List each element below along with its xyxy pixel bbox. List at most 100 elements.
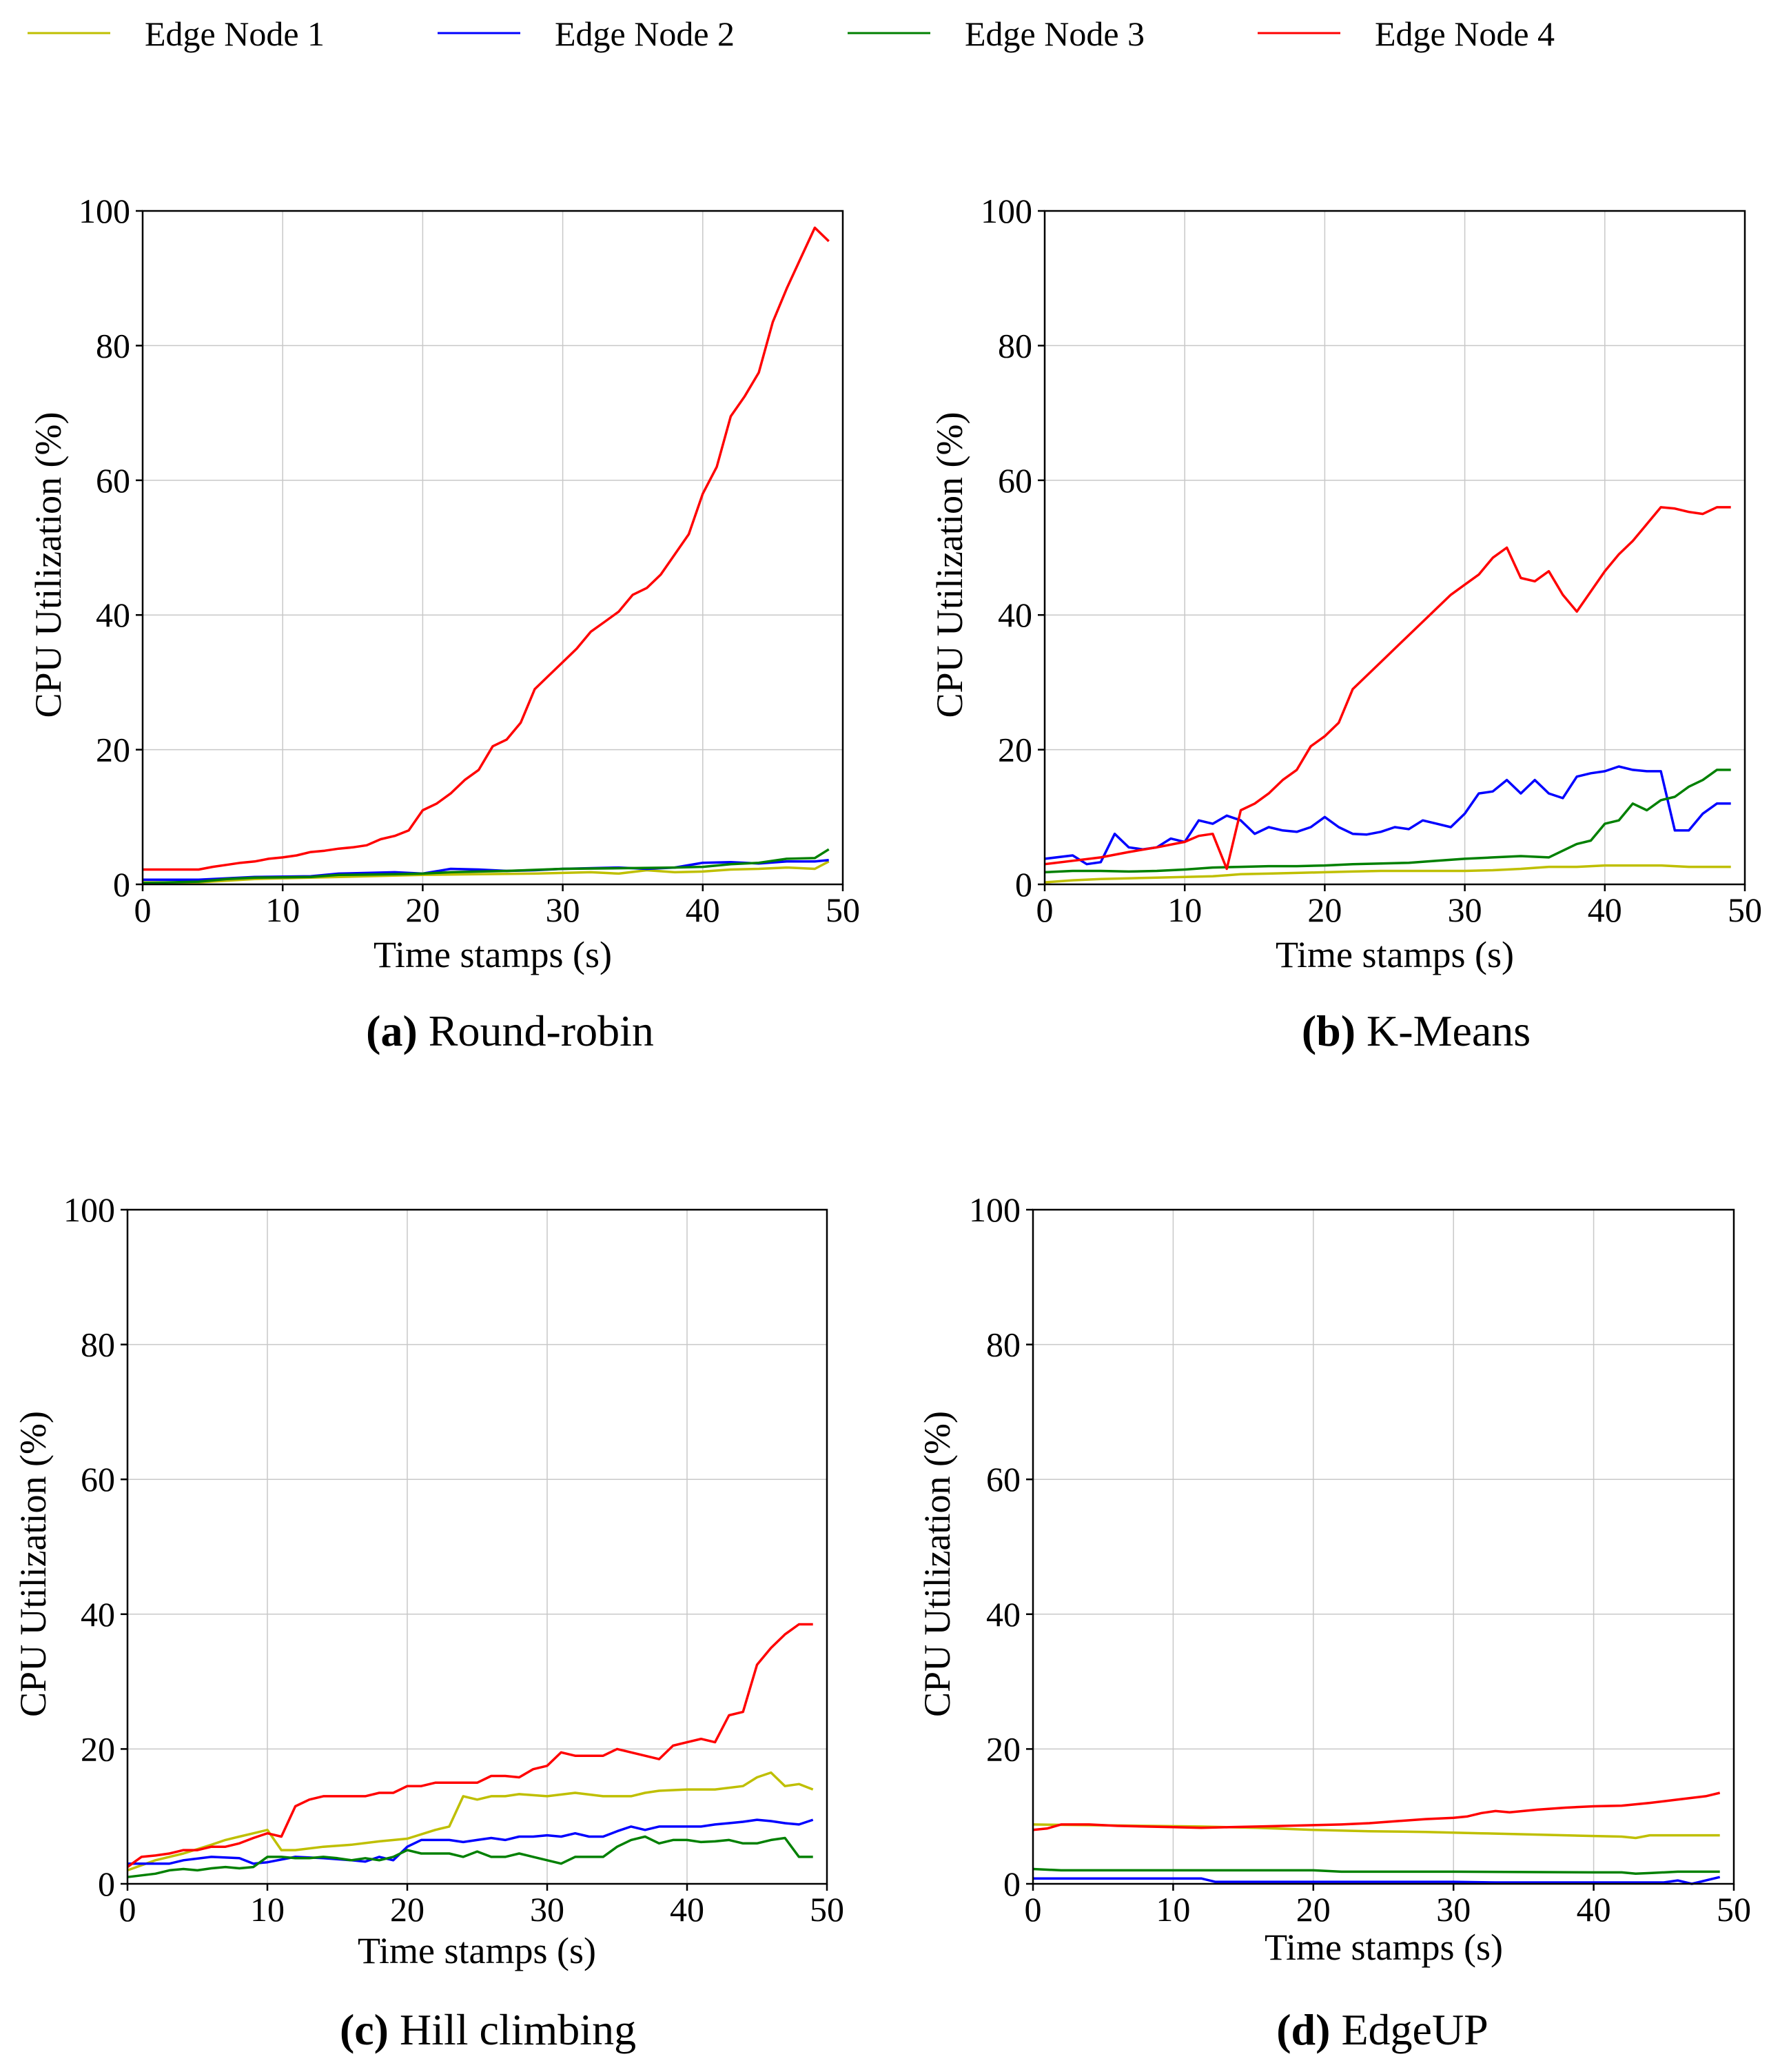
panel-caption-letter: (c): [340, 2005, 389, 2054]
legend-label: Edge Node 4: [1375, 14, 1555, 53]
y-tick-label: 80: [81, 1326, 115, 1364]
legend-label: Edge Node 1: [145, 14, 325, 53]
series-line-edge-node-4: [126, 1623, 813, 1869]
x-tick-label: 0: [119, 1890, 136, 1929]
panel-caption-letter: (a): [366, 1006, 418, 1055]
panel-caption-text: Hill climbing: [389, 2005, 636, 2054]
plot-area: [127, 1210, 827, 1884]
x-tick-label: 40: [670, 1890, 704, 1929]
series-group: [126, 1623, 814, 1878]
x-tick-label: 10: [1167, 891, 1202, 929]
plot-frame: [126, 1208, 828, 1885]
y-tick-label: 40: [986, 1595, 1021, 1634]
x-tick-label: 10: [1156, 1890, 1190, 1929]
series-group: [1044, 506, 1731, 884]
plot-frame: [141, 210, 844, 886]
y-axis-label: CPU Utilization (%): [28, 412, 69, 718]
y-axis-label: CPU Utilization (%): [12, 1411, 54, 1717]
x-tick-label: 0: [1025, 1890, 1042, 1929]
y-tick-label: 60: [998, 461, 1032, 500]
y-tick-label: 40: [81, 1595, 115, 1634]
y-tick-label: 20: [998, 731, 1032, 769]
legend: Edge Node 1 Edge Node 2 Edge Node 3 Edge No…: [28, 14, 1555, 53]
series-line-edge-node-3: [1044, 769, 1731, 874]
plot-frame: [1032, 1208, 1735, 1885]
series-group: [142, 226, 830, 884]
panel-caption: (a) Round-robin: [366, 1006, 654, 1055]
y-axis-label: CPU Utilization (%): [929, 412, 970, 718]
series-line-edge-node-4: [1044, 506, 1731, 871]
x-tick-label: 50: [1728, 891, 1762, 929]
plot-area: [143, 211, 843, 884]
x-tick-label: 0: [134, 891, 152, 929]
x-tick-label: 40: [686, 891, 720, 929]
y-axis-label: CPU Utilization (%): [917, 1411, 958, 1717]
gridlines: [1045, 211, 1745, 884]
series-line-edge-node-3: [1032, 1867, 1720, 1876]
y-tick-label: 40: [96, 596, 130, 634]
panel-caption-text: EdgeUP: [1330, 2005, 1488, 2054]
chart-panel-a: 0 20 40 60 80 100 0 10 20 30 40 50 Time stamps (s) CP…: [28, 192, 860, 1055]
y-tick-label: 100: [981, 192, 1032, 230]
y-tick-label: 80: [986, 1326, 1021, 1364]
x-tick-label: 10: [265, 891, 300, 929]
y-tick-label: 100: [969, 1190, 1021, 1229]
plot-area: [1033, 1210, 1734, 1884]
x-tick-label: 20: [405, 891, 440, 929]
x-tick-label: 40: [1588, 891, 1622, 929]
y-tick-label: 0: [98, 1865, 115, 1903]
x-tick-label: 50: [1717, 1890, 1751, 1929]
plot-frame: [1043, 210, 1746, 886]
y-tick-label: 60: [81, 1460, 115, 1499]
y-tick-label: 80: [96, 326, 130, 365]
x-tick-label: 20: [390, 1890, 424, 1929]
y-tick-label: 60: [96, 461, 130, 500]
legend-item: Edge Node 4: [1258, 14, 1555, 53]
y-tick-label: 0: [1003, 1865, 1021, 1903]
panel-caption-text: K-Means: [1356, 1006, 1531, 1055]
panel-caption-text: Round-robin: [418, 1006, 654, 1055]
chart-panel-c: 0 20 40 60 80 100 0 10 20 30 40 50 Time stamps (s) CP…: [12, 1190, 844, 2054]
y-tick-label: 0: [1015, 865, 1032, 904]
chart-panel-d: 0 20 40 60 80 100 0 10 20 30 40 50 Time stamps (s) CP…: [917, 1190, 1751, 2054]
series-line-edge-node-3: [142, 848, 830, 884]
ticks: 0 20 40 60 80 100 0 10 20 30 40 50: [969, 1190, 1751, 1929]
ticks: 0 20 40 60 80 100 0 10 20 30 40 50: [981, 192, 1762, 929]
x-tick-label: 40: [1577, 1890, 1611, 1929]
y-tick-label: 20: [96, 731, 130, 769]
x-tick-label: 20: [1307, 891, 1342, 929]
x-tick-label: 30: [1448, 891, 1482, 929]
panel-caption: (c) Hill climbing: [340, 2005, 636, 2054]
gridlines: [1033, 1210, 1734, 1884]
y-tick-label: 20: [81, 1729, 115, 1768]
series-line-edge-node-2: [127, 1818, 814, 1865]
y-tick-label: 0: [113, 865, 130, 904]
x-tick-label: 30: [530, 1890, 564, 1929]
series-line-edge-node-1: [1044, 864, 1731, 884]
x-tick-label: 30: [1436, 1890, 1471, 1929]
y-tick-label: 40: [998, 596, 1032, 634]
x-tick-label: 50: [826, 891, 860, 929]
x-axis-label: Time stamps (s): [374, 934, 612, 975]
x-tick-label: 10: [250, 1890, 285, 1929]
gridlines: [143, 211, 843, 884]
chart-panel-b: 0 20 40 60 80 100 0 10 20 30 40 50 Time stamps (s) CP…: [929, 192, 1762, 1055]
series-line-edge-node-2: [1033, 1876, 1721, 1885]
series-line-edge-node-3: [127, 1835, 813, 1878]
ticks: 0 20 40 60 80 100 0 10 20 30 40 50: [79, 192, 860, 929]
series-group: [1032, 1791, 1721, 1885]
plot-area: [1045, 211, 1745, 884]
y-tick-label: 100: [63, 1190, 115, 1229]
series-line-edge-node-4: [1032, 1791, 1721, 1831]
x-tick-label: 50: [810, 1890, 844, 1929]
x-tick-label: 30: [546, 891, 580, 929]
x-tick-label: 0: [1036, 891, 1054, 929]
legend-item: Edge Node 3: [848, 14, 1145, 53]
legend-item: Edge Node 2: [438, 14, 735, 53]
panel-caption: (d) EdgeUP: [1276, 2005, 1489, 2054]
y-tick-label: 100: [79, 192, 130, 230]
gridlines: [127, 1210, 827, 1884]
series-line-edge-node-4: [143, 226, 830, 871]
